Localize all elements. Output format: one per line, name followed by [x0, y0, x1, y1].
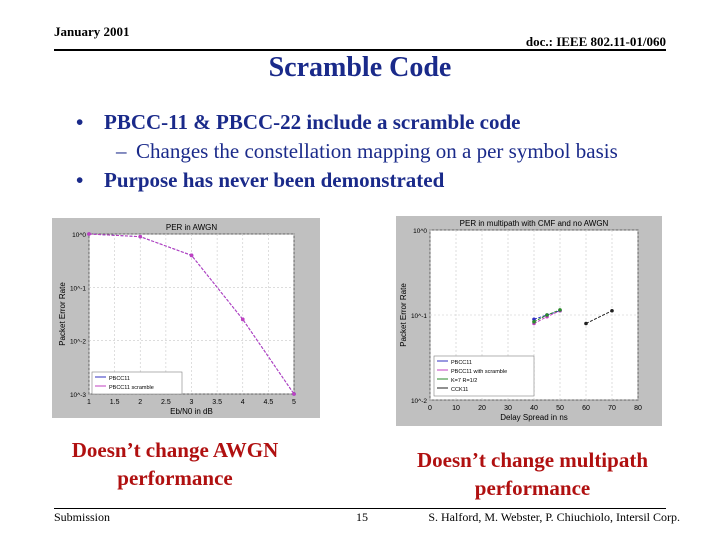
data-point	[532, 320, 536, 324]
caption-multipath-line2: performance	[474, 476, 591, 500]
awgn-chart-svg: 1 1.5 2 2.5 3 3.5 4 4.5 5 10^0 10^-1 10^-2 10^-3 PER …	[58, 223, 296, 416]
header-rule	[54, 49, 666, 51]
slide-title: Scramble Code	[268, 52, 452, 83]
multipath-chart-svg: 0 10 20 30 40 50 60 70 80 10^0 10^-1 10^-2 PER in mu…	[399, 219, 642, 422]
data-point	[558, 308, 562, 312]
multipath-chart: 0 10 20 30 40 50 60 70 80 10^0 10^-1 10^-2 PER in mu…	[396, 216, 662, 426]
legend-entry: PBCC11	[109, 376, 130, 382]
x-tick-label: 1.5	[110, 399, 120, 406]
footer-authors: S. Halford, M. Webster, P. Chiuchiolo, I…	[428, 510, 680, 524]
legend-entry: PBCC11	[451, 360, 472, 366]
caption-awgn: Doesn’t change AWGN performance	[50, 436, 300, 492]
header-date: January 2001	[54, 24, 130, 39]
y-tick-label: 10^-1	[70, 285, 86, 292]
dash-icon: –	[116, 139, 127, 163]
x-tick-label: 40	[530, 405, 538, 412]
data-point	[138, 234, 143, 239]
x-axis-label: Eb/N0 in dB	[170, 407, 213, 416]
data-point	[610, 308, 614, 313]
y-tick-label: 10^-1	[411, 313, 427, 320]
legend-box	[91, 371, 183, 395]
x-tick-label: 3	[190, 399, 194, 406]
x-tick-label: 4.5	[264, 399, 274, 406]
legend-entry: PBCC11 with scramble	[451, 369, 507, 375]
y-axis-label: Packet Error Rate	[58, 282, 67, 346]
x-tick-label: 80	[634, 405, 642, 412]
x-tick-label: 1	[87, 399, 91, 406]
bullet-text: Purpose has never been demonstrated	[104, 168, 445, 192]
x-tick-label: 50	[556, 405, 564, 412]
x-tick-label: 2	[138, 399, 142, 406]
data-point	[240, 317, 245, 322]
x-tick-label: 30	[504, 405, 512, 412]
chart-title: PER in multipath with CMF and no AWGN	[460, 219, 609, 228]
x-tick-label: 60	[582, 405, 590, 412]
footer-submission: Submission	[54, 510, 111, 524]
y-tick-label: 10^-2	[70, 339, 86, 346]
legend-entry: PBCC11 scramble	[109, 385, 154, 391]
caption-awgn-line2: performance	[117, 466, 233, 490]
footer-page-number: 15	[356, 510, 368, 524]
series-line	[585, 310, 613, 324]
x-tick-label: 2.5	[161, 399, 171, 406]
legend-entry: K=7 R=1/2	[451, 378, 477, 384]
footer-rule	[54, 508, 666, 509]
y-tick-label: 10^0	[413, 228, 427, 235]
x-tick-label: 70	[608, 405, 616, 412]
y-tick-label: 10^0	[72, 232, 86, 239]
caption-awgn-line1: Doesn’t change AWGN	[71, 438, 279, 462]
data-point	[87, 232, 91, 236]
y-tick-label: 10^-3	[70, 392, 86, 399]
legend-box	[433, 355, 535, 397]
data-point	[189, 253, 194, 258]
sub-bullet-text: Changes the constellation mapping on a p…	[136, 139, 618, 163]
legend-entry: CCK11	[451, 387, 468, 393]
x-tick-label: 10	[452, 405, 460, 412]
x-tick-label: 0	[428, 405, 432, 412]
data-point	[584, 321, 588, 326]
data-point	[545, 313, 549, 317]
data-point	[532, 317, 536, 322]
y-axis-label: Packet Error Rate	[399, 283, 408, 347]
x-tick-label: 20	[478, 405, 486, 412]
bullet-dot-icon: •	[76, 110, 84, 134]
x-axis-label: Delay Spread in ns	[500, 413, 568, 422]
caption-multipath-line1: Doesn’t change multipath	[416, 448, 648, 472]
bullet-dot-icon: •	[76, 168, 84, 192]
data-point	[292, 392, 296, 396]
header-doc-id: doc.: IEEE 802.11-01/060	[525, 34, 666, 49]
caption-multipath: Doesn’t change multipath performance	[395, 446, 670, 502]
x-tick-label: 5	[292, 399, 296, 406]
x-tick-label: 3.5	[212, 399, 222, 406]
chart-title: PER in AWGN	[166, 223, 217, 232]
bullet-text: PBCC-11 & PBCC-22 include a scramble cod…	[104, 110, 521, 134]
awgn-chart: 1 1.5 2 2.5 3 3.5 4 4.5 5 10^0 10^-1 10^-2 10^-3 PER …	[52, 218, 320, 418]
y-tick-label: 10^-2	[411, 398, 427, 405]
x-tick-label: 4	[241, 399, 245, 406]
